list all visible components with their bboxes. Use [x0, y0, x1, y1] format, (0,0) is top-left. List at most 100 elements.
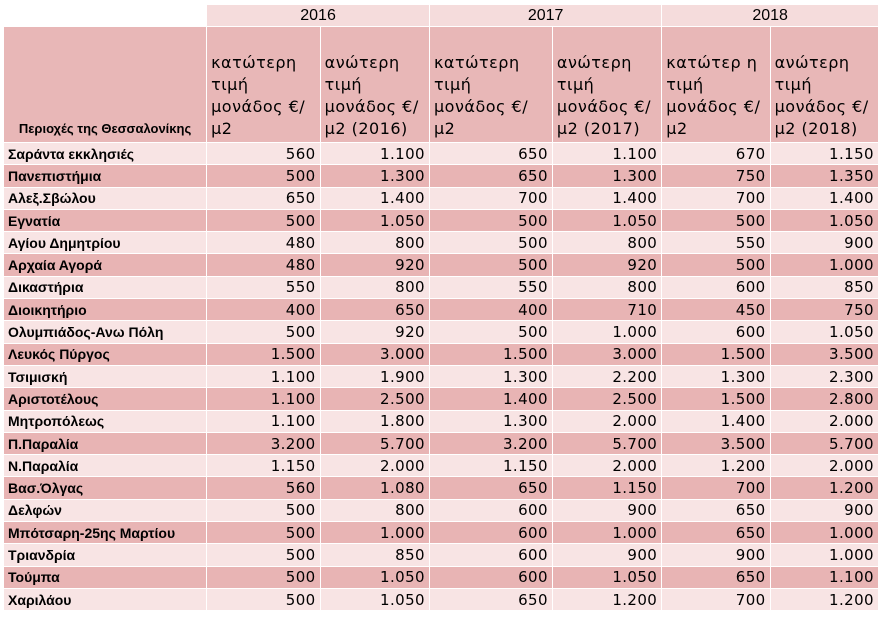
- min-price-2016-cell: 1.500: [206, 342, 321, 366]
- max-price-2016-cell: 5.700: [319, 431, 431, 456]
- max-price-2018-cell: 1.000: [769, 253, 880, 277]
- min-price-2017-cell: 600: [429, 565, 553, 589]
- max-price-2018-cell: 1.050: [769, 208, 880, 233]
- min-price-2018-cell: 600: [661, 320, 771, 344]
- region-name-cell: Δικαστήρια: [2, 275, 208, 300]
- max-price-2018-cell: 750: [769, 298, 880, 322]
- min-price-2016-cell: 480: [206, 253, 321, 277]
- region-column-header: Περιοχές της Θεσσαλονίκης: [2, 26, 208, 143]
- region-name-cell: Ολυμπιάδος-Ανω Πόλη: [2, 320, 208, 344]
- table-row: Ν.Παραλία 1.150 2.000 1.150 2.000 1.200 2.000: [2, 454, 880, 478]
- min-price-2017-cell: 400: [429, 298, 553, 322]
- max-price-2017-cell: 1.100: [551, 141, 663, 166]
- region-name-cell: Τσιμισκή: [2, 364, 208, 389]
- max-price-2016-cell: 2.500: [319, 387, 431, 411]
- max-price-2018-cell: 2.000: [769, 409, 880, 433]
- region-name-cell: Μπότσαρη-25ης Μαρτίου: [2, 521, 208, 545]
- max-price-2017-header: ανώτερη τιμή μονάδος €/μ2 (2017): [551, 26, 663, 143]
- max-price-2016-cell: 1.050: [319, 565, 431, 589]
- min-price-2017-cell: 650: [429, 587, 553, 612]
- min-price-2017-cell: 600: [429, 543, 553, 567]
- region-name-cell: Λευκός Πύργος: [2, 342, 208, 366]
- min-price-2016-cell: 1.100: [206, 409, 321, 433]
- min-price-2017-cell: 650: [429, 164, 553, 188]
- max-price-2018-cell: 5.700: [769, 431, 880, 456]
- max-price-2017-cell: 800: [551, 275, 663, 300]
- max-price-2016-cell: 1.080: [319, 476, 431, 500]
- min-price-2016-cell: 560: [206, 141, 321, 166]
- min-price-2018-cell: 670: [661, 141, 771, 166]
- table-row: Χαριλάου 500 1.050 650 1.200 700 1.200: [2, 587, 880, 612]
- max-price-2017-cell: 5.700: [551, 431, 663, 456]
- max-price-2018-cell: 2.300: [769, 364, 880, 389]
- min-price-2016-cell: 500: [206, 164, 321, 188]
- region-name-cell: Μητροπόλεως: [2, 409, 208, 433]
- max-price-2016-cell: 1.050: [319, 208, 431, 233]
- max-price-2016-cell: 650: [319, 298, 431, 322]
- min-price-2018-cell: 700: [661, 186, 771, 210]
- region-name-cell: Τούμπα: [2, 565, 208, 589]
- min-price-2016-cell: 500: [206, 543, 321, 567]
- max-price-2018-cell: 1.200: [769, 587, 880, 612]
- min-price-2016-cell: 550: [206, 275, 321, 300]
- max-price-2017-cell: 1.000: [551, 521, 663, 545]
- max-price-2017-cell: 900: [551, 543, 663, 567]
- year-2016-header: 2016: [206, 4, 430, 27]
- region-name-cell: Τριανδρία: [2, 543, 208, 567]
- min-price-2017-cell: 700: [429, 186, 553, 210]
- max-price-2017-cell: 1.300: [551, 164, 663, 188]
- max-price-2018-cell: 1.350: [769, 164, 880, 188]
- min-price-2018-cell: 1.300: [661, 364, 771, 389]
- max-price-2017-cell: 920: [551, 253, 663, 277]
- table-row: Αρχαία Αγορά 480 920 500 920 500 1.000: [2, 253, 880, 277]
- region-name-cell: Αρχαία Αγορά: [2, 253, 208, 277]
- max-price-2016-header: ανώτερη τιμή μονάδος €/μ2 (2016): [319, 26, 431, 143]
- max-price-2016-cell: 1.000: [319, 521, 431, 545]
- max-price-2017-cell: 1.000: [551, 320, 663, 344]
- min-price-2018-cell: 1.500: [661, 387, 771, 411]
- min-price-2017-cell: 650: [429, 141, 553, 166]
- max-price-2016-cell: 1.900: [319, 364, 431, 389]
- max-price-2016-cell: 1.050: [319, 587, 431, 612]
- min-price-2016-cell: 3.200: [206, 431, 321, 456]
- max-price-2018-cell: 2.000: [769, 454, 880, 478]
- region-name-cell: Πανεπιστήμια: [2, 164, 208, 188]
- min-price-2016-cell: 400: [206, 298, 321, 322]
- min-price-2016-cell: 650: [206, 186, 321, 210]
- min-price-2017-header: κατώτερη τιμή μονάδος €/μ2: [429, 26, 553, 143]
- max-price-2016-cell: 800: [319, 231, 431, 255]
- min-price-2018-cell: 650: [661, 498, 771, 523]
- max-price-2018-cell: 900: [769, 231, 880, 255]
- max-price-2018-cell: 1.050: [769, 320, 880, 344]
- max-price-2017-cell: 1.200: [551, 587, 663, 612]
- table-row: Ολυμπιάδος-Ανω Πόλη 500 920 500 1.000 600 1.05…: [2, 320, 880, 344]
- min-price-2017-cell: 550: [429, 275, 553, 300]
- region-name-cell: Εγνατία: [2, 208, 208, 233]
- max-price-2016-cell: 3.000: [319, 342, 431, 366]
- column-header-row: Περιοχές της Θεσσαλονίκης κατώτερη τιμή …: [2, 26, 880, 143]
- min-price-2016-cell: 1.100: [206, 364, 321, 389]
- max-price-2016-cell: 800: [319, 498, 431, 523]
- min-price-2017-cell: 1.400: [429, 387, 553, 411]
- min-price-2017-cell: 600: [429, 521, 553, 545]
- max-price-2018-cell: 1.000: [769, 521, 880, 545]
- year-header-row: 2016 2017 2018: [2, 4, 879, 27]
- table-row: Αλεξ.Σβώλου 650 1.400 700 1.400 700 1.400: [2, 186, 880, 210]
- table-row: Π.Παραλία 3.200 5.700 3.200 5.700 3.500 5.700: [2, 431, 880, 456]
- max-price-2017-cell: 900: [551, 498, 663, 523]
- max-price-2016-cell: 800: [319, 275, 431, 300]
- min-price-2016-cell: 500: [206, 587, 321, 612]
- min-price-2016-cell: 500: [206, 498, 321, 523]
- min-price-2018-cell: 600: [661, 275, 771, 300]
- min-price-2016-header: κατώτερη τιμή μονάδος €/μ2: [206, 26, 321, 143]
- region-name-cell: Αλεξ.Σβώλου: [2, 186, 208, 210]
- min-price-2018-cell: 700: [661, 587, 771, 612]
- min-price-2017-cell: 3.200: [429, 431, 553, 456]
- min-price-2018-cell: 750: [661, 164, 771, 188]
- table-row: Βασ.Όλγας 560 1.080 650 1.150 700 1.200: [2, 476, 880, 500]
- min-price-2018-cell: 900: [661, 543, 771, 567]
- min-price-2017-cell: 500: [429, 208, 553, 233]
- table-row: Εγνατία 500 1.050 500 1.050 500 1.050: [2, 208, 880, 233]
- region-name-cell: Αγίου Δημητρίου: [2, 231, 208, 255]
- max-price-2017-cell: 2.000: [551, 409, 663, 433]
